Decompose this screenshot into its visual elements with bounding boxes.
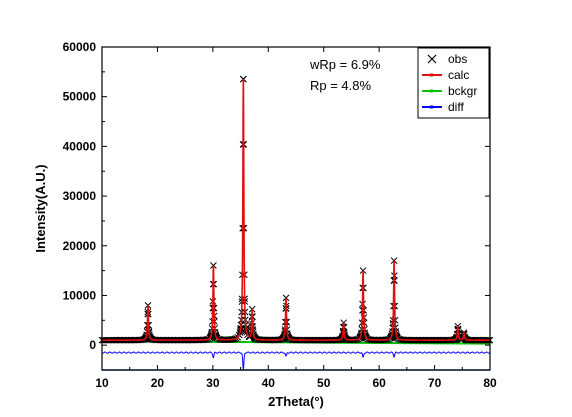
y-tick-label: 40000 — [63, 139, 97, 153]
legend-item-bckgr: bckgr — [422, 84, 477, 98]
legend-label-obs: obs — [448, 52, 467, 66]
plot-area — [98, 75, 494, 371]
x-tick-label: 20 — [151, 376, 165, 390]
y-tick-label: 30000 — [63, 189, 97, 203]
legend-swatch-obs — [427, 54, 437, 64]
legend: obs calc bckgr diff — [417, 47, 490, 119]
series-calc-line — [102, 79, 490, 341]
x-tick-label: 60 — [372, 376, 386, 390]
legend-label-diff: diff — [448, 100, 464, 114]
legend-item-obs: obs — [427, 52, 467, 66]
axes: 10 20 30 40 50 60 70 80 0 10000 20000 30000 40000 500… — [63, 40, 497, 390]
x-tick-label: 50 — [317, 376, 331, 390]
legend-marker-bckgr — [430, 89, 433, 93]
y-tick-label: 50000 — [63, 90, 97, 104]
legend-label-calc: calc — [448, 68, 469, 82]
x-tick-label: 40 — [262, 376, 276, 390]
legend-item-diff: diff — [422, 100, 464, 114]
legend-marker-calc — [430, 73, 433, 77]
legend-label-bckgr: bckgr — [448, 84, 477, 98]
x-tick-label: 80 — [483, 376, 497, 390]
series-diff-line — [101, 351, 491, 370]
x-axis-title: 2Theta(°) — [268, 394, 324, 409]
legend-marker-diff — [430, 105, 433, 109]
x-tick-label: 10 — [95, 376, 109, 390]
y-tick-label: 20000 — [63, 239, 97, 253]
rp-annotation: Rp = 4.8% — [310, 78, 372, 93]
y-tick-label: 60000 — [63, 40, 97, 54]
y-axis-title: Intensity(A.U.) — [33, 164, 48, 252]
wrp-annotation: wRp = 6.9% — [309, 57, 381, 72]
legend-item-calc: calc — [422, 68, 469, 82]
x-tick-label: 70 — [428, 376, 442, 390]
x-tick-label: 30 — [206, 376, 220, 390]
y-tick-label: 10000 — [63, 288, 97, 302]
y-tick-label: 0 — [89, 338, 96, 352]
